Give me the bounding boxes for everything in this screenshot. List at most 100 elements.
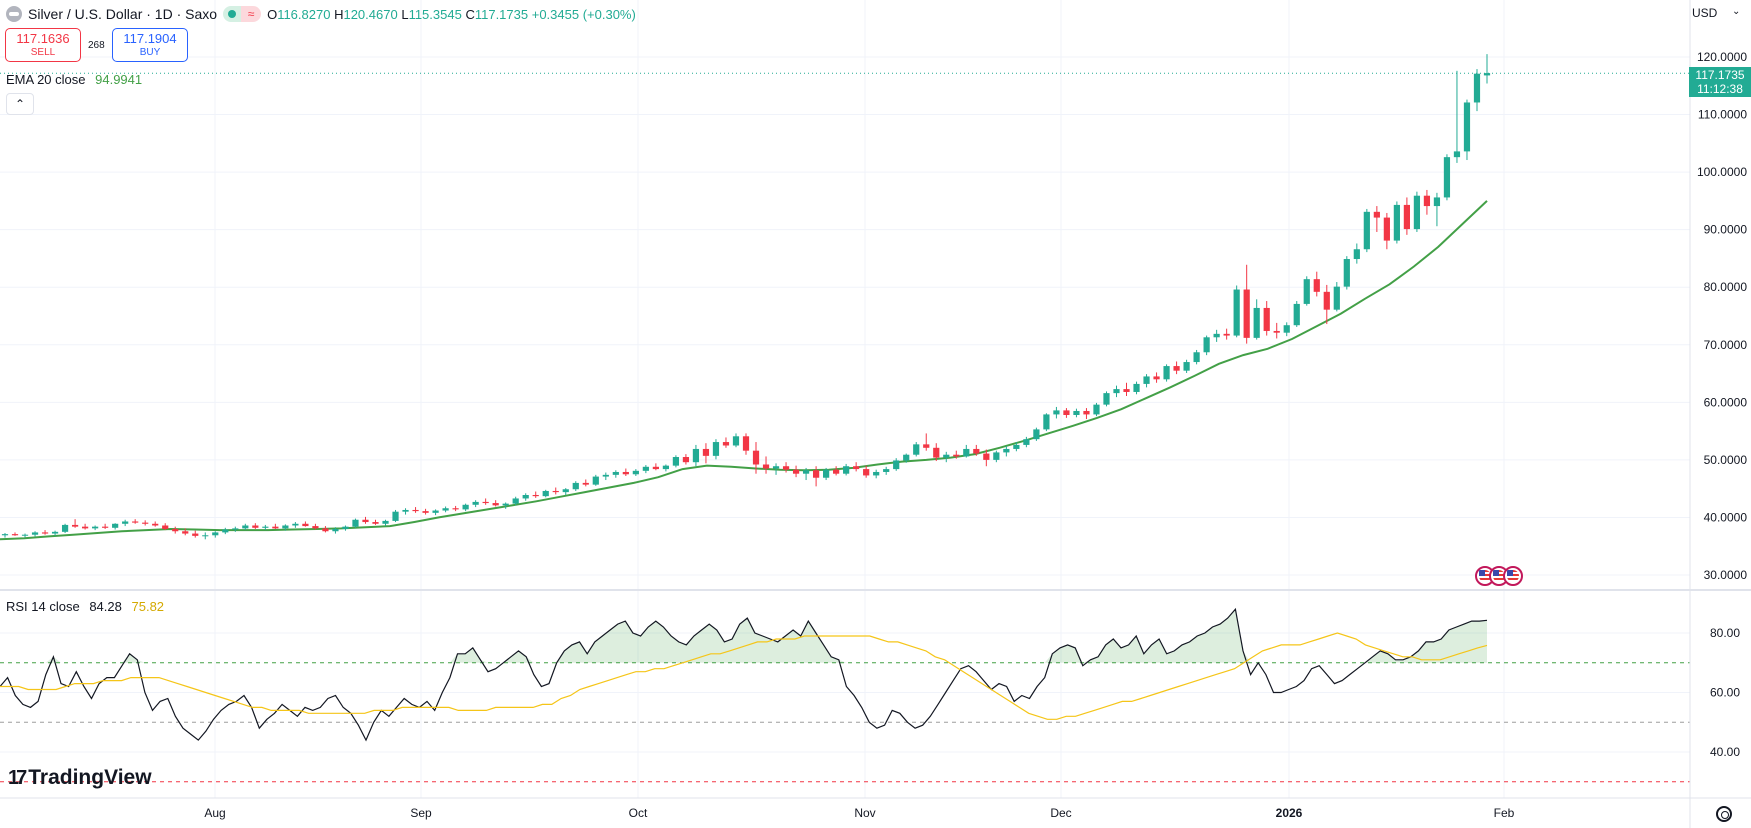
candle-body[interactable] [162,525,169,529]
candle-body[interactable] [332,528,339,532]
candle-body[interactable] [302,523,309,527]
candle[interactable] [903,453,910,463]
symbol-legend[interactable]: Silver / U.S. Dollar · 1D · Saxo ≈ O116.… [6,6,636,22]
candle-body[interactable] [1153,376,1160,380]
candle[interactable] [132,519,139,524]
candle[interactable] [232,526,239,532]
candle[interactable] [622,468,629,477]
candle-body[interactable] [1323,291,1330,310]
candle[interactable] [21,533,29,538]
candle[interactable] [1413,191,1421,232]
candle-body[interactable] [11,534,19,536]
candle-body[interactable] [412,509,419,512]
candle[interactable] [282,524,289,531]
candles[interactable] [1,54,1491,540]
candle[interactable] [162,523,169,531]
candle[interactable] [502,502,509,509]
candle[interactable] [1423,189,1431,215]
candle[interactable] [1463,99,1471,161]
candle-body[interactable] [672,457,680,466]
candle-body[interactable] [492,503,499,506]
candle[interactable] [71,519,79,528]
candle[interactable] [1113,385,1120,398]
candle[interactable] [672,455,680,468]
candle-body[interactable] [712,442,720,456]
candle[interactable] [732,433,740,448]
candle[interactable] [823,467,830,481]
candle[interactable] [102,523,109,529]
candle[interactable] [1483,54,1491,84]
candle[interactable] [222,527,229,535]
candle-body[interactable] [1223,333,1230,336]
candle[interactable] [1183,359,1190,373]
candle[interactable] [1323,284,1330,325]
candle-body[interactable] [1053,410,1060,415]
candle[interactable] [302,521,309,527]
candle-body[interactable] [1043,414,1050,430]
candle-body[interactable] [1133,383,1140,392]
candle-body[interactable] [883,469,890,472]
currency-selector[interactable]: USD [1692,6,1718,20]
candle-body[interactable] [1413,195,1421,230]
candle-body[interactable] [612,471,619,475]
candle[interactable] [31,531,39,537]
candle[interactable] [82,523,89,530]
candle-body[interactable] [512,498,519,504]
candle-body[interactable] [1393,204,1400,241]
candle-body[interactable] [232,528,239,530]
candle[interactable] [642,465,649,474]
candle-body[interactable] [272,526,279,529]
candle-body[interactable] [1243,289,1250,338]
candle-body[interactable] [1113,389,1120,394]
candle[interactable] [1083,408,1090,420]
candle-body[interactable] [1003,448,1010,453]
candle-body[interactable] [632,470,639,475]
candle[interactable] [1193,349,1200,365]
candle[interactable] [602,472,609,481]
candle-body[interactable] [1343,259,1350,287]
candle-body[interactable] [212,532,219,536]
candle-body[interactable] [442,508,449,511]
candle-body[interactable] [1033,429,1040,440]
candle-body[interactable] [352,519,359,527]
candle[interactable] [1043,413,1050,432]
candle-body[interactable] [102,526,109,528]
candle[interactable] [812,466,820,487]
candle[interactable] [1023,436,1030,448]
candle[interactable] [1473,69,1481,112]
candle-body[interactable] [112,523,119,528]
candle-body[interactable] [1103,393,1110,405]
candle-body[interactable] [843,466,850,474]
candle-body[interactable] [82,526,89,529]
candle-body[interactable] [1213,333,1220,338]
candle-body[interactable] [182,531,189,534]
candle[interactable] [1303,276,1310,306]
candle[interactable] [953,450,960,459]
candle[interactable] [552,487,559,495]
us-flag-event-icon[interactable] [1503,566,1523,586]
candle-body[interactable] [402,509,409,512]
candle[interactable] [192,530,199,538]
candle[interactable] [1443,154,1451,201]
candle[interactable] [772,463,780,475]
candle-body[interactable] [482,501,489,504]
candle-body[interactable] [953,454,960,457]
candle-body[interactable] [572,482,579,490]
candle[interactable] [142,520,149,526]
candle-body[interactable] [1303,279,1310,304]
candle[interactable] [1063,408,1070,418]
candle[interactable] [112,523,119,530]
candle[interactable] [61,523,69,533]
candle-body[interactable] [242,525,249,529]
sell-button[interactable]: 117.1636 SELL [5,28,81,62]
candle[interactable] [1363,208,1370,253]
candle[interactable] [11,532,19,536]
candle[interactable] [532,491,539,498]
candle-body[interactable] [1463,102,1471,152]
chevron-down-icon[interactable]: ⌄ [1732,6,1741,17]
candle[interactable] [1293,301,1300,327]
candle-body[interactable] [92,526,99,529]
candle-body[interactable] [51,531,59,534]
candle-body[interactable] [21,534,29,536]
candle[interactable] [392,509,399,523]
